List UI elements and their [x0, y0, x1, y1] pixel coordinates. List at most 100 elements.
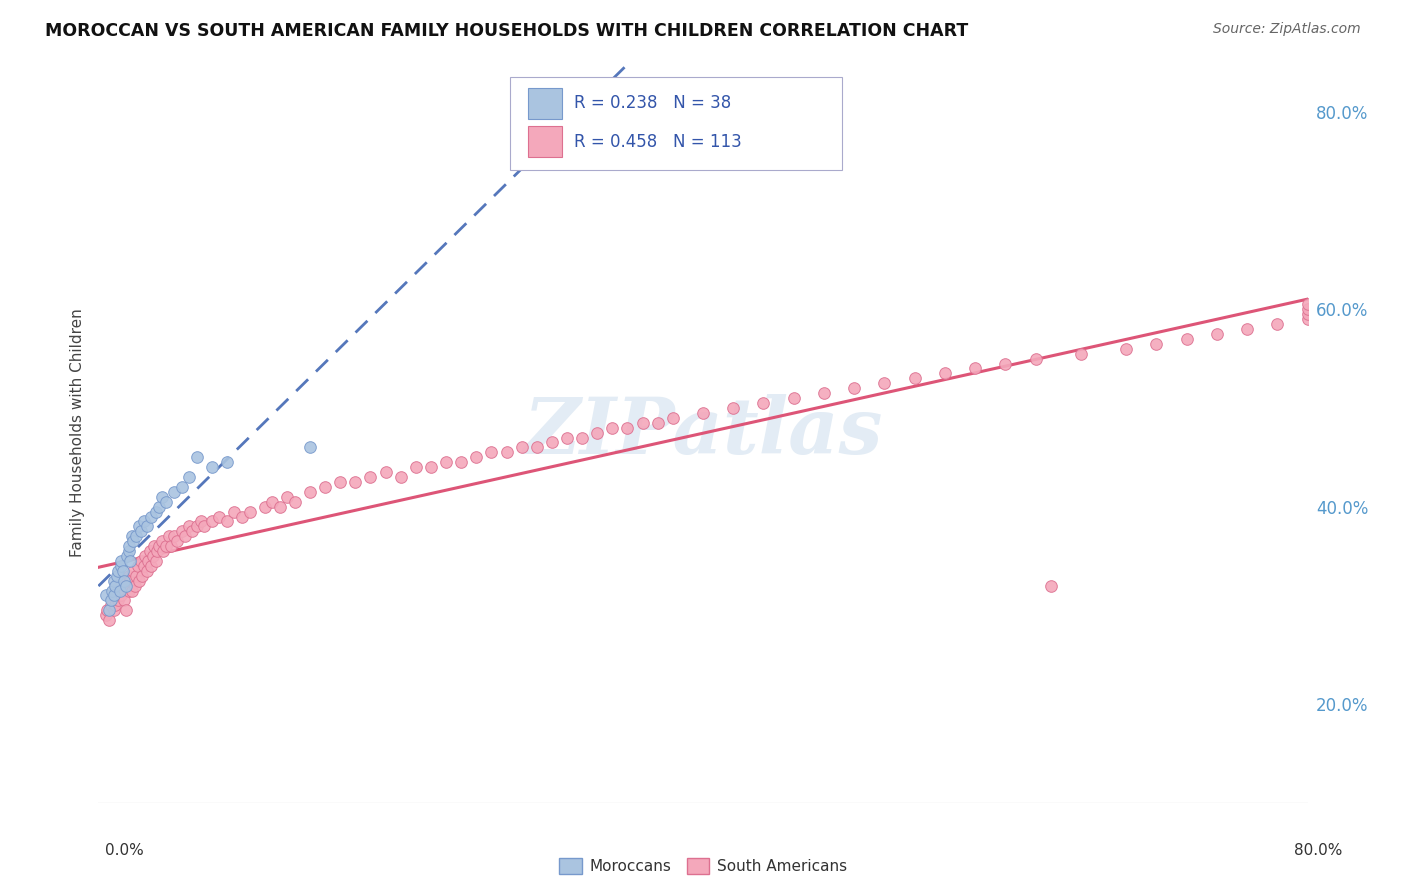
- Y-axis label: Family Households with Children: Family Households with Children: [69, 309, 84, 557]
- Point: [179, 519, 201, 533]
- Point: [231, 509, 253, 524]
- Point: [1296, 302, 1319, 317]
- Point: [314, 480, 336, 494]
- FancyBboxPatch shape: [527, 126, 561, 157]
- Point: [166, 534, 188, 549]
- Point: [181, 524, 204, 539]
- Point: [110, 554, 132, 568]
- Point: [118, 544, 141, 558]
- Point: [118, 568, 141, 582]
- Point: [122, 534, 145, 549]
- Text: Source: ZipAtlas.com: Source: ZipAtlas.com: [1213, 22, 1361, 37]
- Legend: Moroccans, South Americans: Moroccans, South Americans: [553, 852, 853, 880]
- Point: [299, 441, 322, 455]
- Text: R = 0.458   N = 113: R = 0.458 N = 113: [574, 133, 741, 151]
- Point: [170, 524, 193, 539]
- Point: [586, 425, 609, 440]
- Point: [125, 529, 148, 543]
- Point: [239, 505, 262, 519]
- Point: [344, 475, 367, 489]
- Point: [215, 515, 238, 529]
- Point: [1296, 312, 1319, 326]
- Point: [465, 450, 488, 465]
- Point: [110, 558, 132, 573]
- Point: [152, 544, 174, 558]
- Point: [112, 593, 135, 607]
- Point: [129, 554, 152, 568]
- Point: [190, 515, 212, 529]
- Text: MOROCCAN VS SOUTH AMERICAN FAMILY HOUSEHOLDS WITH CHILDREN CORRELATION CHART: MOROCCAN VS SOUTH AMERICAN FAMILY HOUSEH…: [45, 22, 969, 40]
- Point: [934, 367, 956, 381]
- Point: [1144, 336, 1167, 351]
- Point: [1206, 326, 1229, 341]
- Point: [170, 480, 193, 494]
- Point: [107, 593, 129, 607]
- Point: [389, 470, 412, 484]
- Point: [1115, 342, 1137, 356]
- Point: [1175, 332, 1198, 346]
- Point: [142, 549, 165, 563]
- Point: [201, 460, 224, 475]
- Point: [1267, 317, 1289, 331]
- Point: [1039, 579, 1062, 593]
- Point: [120, 554, 142, 568]
- Point: [104, 599, 127, 613]
- Point: [873, 376, 896, 391]
- Point: [139, 544, 162, 558]
- Point: [208, 509, 231, 524]
- Point: [186, 450, 208, 465]
- Point: [994, 357, 1017, 371]
- Point: [1236, 322, 1258, 336]
- Point: [148, 539, 170, 553]
- Point: [1070, 346, 1092, 360]
- Point: [141, 558, 163, 573]
- Point: [526, 441, 548, 455]
- Point: [510, 441, 533, 455]
- Point: [122, 564, 145, 578]
- Point: [193, 519, 215, 533]
- Point: [1024, 351, 1046, 366]
- Point: [134, 549, 156, 563]
- Point: [434, 455, 457, 469]
- Point: [965, 361, 987, 376]
- Point: [752, 396, 775, 410]
- Point: [110, 574, 132, 588]
- Point: [121, 583, 143, 598]
- Point: [215, 455, 238, 469]
- Point: [111, 564, 134, 578]
- Point: [163, 529, 186, 543]
- Point: [155, 539, 177, 553]
- Point: [114, 603, 136, 617]
- Text: 0.0%: 0.0%: [105, 843, 145, 858]
- Point: [105, 583, 128, 598]
- Point: [143, 539, 166, 553]
- Point: [129, 524, 152, 539]
- FancyBboxPatch shape: [509, 78, 842, 169]
- Point: [360, 470, 382, 484]
- Point: [128, 519, 150, 533]
- Point: [103, 574, 125, 588]
- Point: [145, 505, 167, 519]
- Point: [201, 515, 224, 529]
- Point: [107, 564, 129, 578]
- Point: [783, 391, 806, 405]
- Point: [118, 583, 141, 598]
- Point: [114, 579, 136, 593]
- Text: ZIPatlas: ZIPatlas: [523, 394, 883, 471]
- Point: [145, 554, 167, 568]
- Point: [420, 460, 443, 475]
- Point: [159, 529, 181, 543]
- Point: [163, 484, 186, 499]
- Point: [108, 579, 131, 593]
- Point: [253, 500, 276, 514]
- Point: [131, 568, 153, 582]
- Point: [135, 519, 157, 533]
- Point: [647, 416, 669, 430]
- Point: [124, 579, 146, 593]
- Point: [224, 505, 246, 519]
- Point: [100, 599, 122, 613]
- Point: [813, 386, 835, 401]
- Point: [661, 410, 683, 425]
- Point: [132, 515, 155, 529]
- Point: [723, 401, 745, 415]
